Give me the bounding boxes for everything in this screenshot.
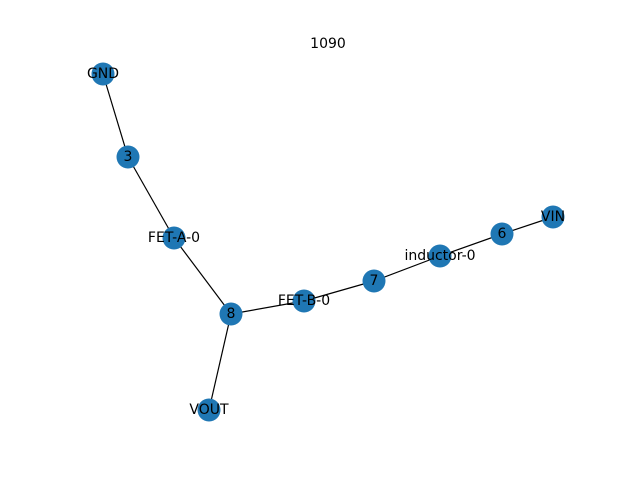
- node-circle: [162, 226, 186, 250]
- node-label: 3: [124, 149, 133, 165]
- node-FET-B-0: FET-B-0: [278, 289, 330, 313]
- node-inductor-0: inductor-0: [404, 244, 476, 268]
- nodes-layer: GND 3 FET-A-0 8 VOUT FET-B-0 7 inductor-0 6 VIN: [87, 62, 565, 422]
- node-circle: [428, 244, 452, 268]
- edge-8-VOUT: [208, 313, 232, 411]
- node-8: 8: [219, 302, 243, 326]
- node-6: 6: [490, 222, 514, 246]
- node-label: FET-B-0: [278, 293, 330, 309]
- node-circle: [116, 145, 140, 169]
- node-label: 6: [498, 226, 507, 242]
- node-circle: [541, 205, 565, 229]
- node-label: FET-A-0: [148, 230, 200, 246]
- edge-3-FET-A-0: [127, 156, 175, 239]
- node-circle: [219, 302, 243, 326]
- node-FET-A-0: FET-A-0: [148, 226, 200, 250]
- node-label: 8: [227, 306, 236, 322]
- node-label: 7: [370, 273, 379, 289]
- edge-GND-3: [102, 73, 129, 158]
- graph-title: 1090: [310, 36, 346, 52]
- node-label: VOUT: [189, 402, 229, 418]
- edge-FET-A-0-8: [173, 237, 232, 315]
- node-circle: [91, 62, 115, 86]
- node-circle: [362, 269, 386, 293]
- node-label: GND: [87, 66, 119, 82]
- node-VIN: VIN: [541, 205, 565, 229]
- node-3: 3: [116, 145, 140, 169]
- edge-7-inductor-0: [373, 255, 441, 282]
- node-circle: [292, 289, 316, 313]
- node-7: 7: [362, 269, 386, 293]
- edges-layer: [102, 73, 554, 411]
- node-circle: [490, 222, 514, 246]
- node-GND: GND: [87, 62, 119, 86]
- edge-FET-B-0-7: [303, 280, 375, 302]
- node-label: inductor-0: [404, 248, 475, 264]
- node-VOUT: VOUT: [189, 398, 229, 422]
- node-label: VIN: [541, 209, 565, 225]
- node-circle: [197, 398, 221, 422]
- edge-8-FET-B-0: [230, 300, 305, 315]
